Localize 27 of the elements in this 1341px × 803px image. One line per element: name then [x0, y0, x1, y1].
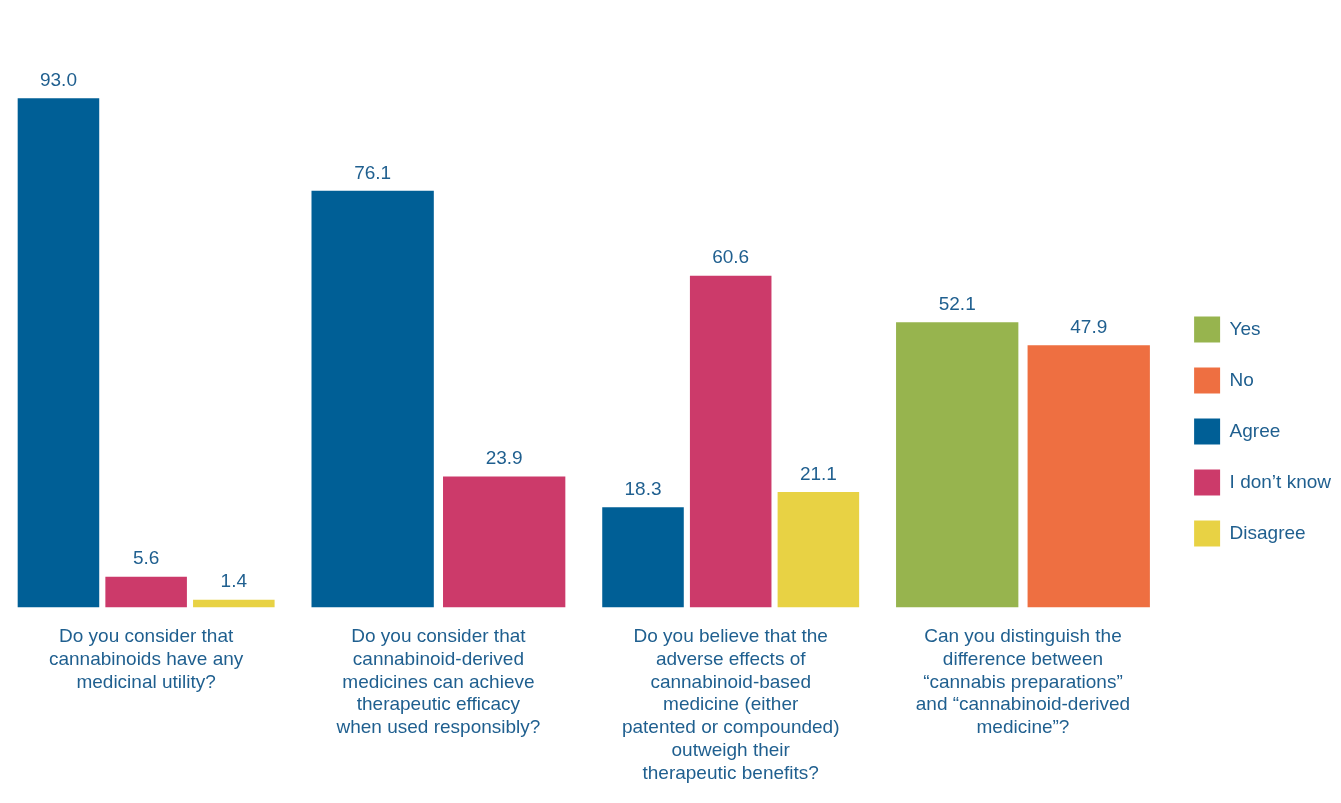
- x-tick-label: Do you consider that cannabinoids have any medicinal utility?: [48, 625, 244, 692]
- data-label: 18.3: [624, 477, 662, 499]
- data-label: 23.9: [485, 447, 523, 469]
- legend-label: Disagree: [1229, 521, 1306, 543]
- data-label: 1.4: [220, 570, 248, 592]
- bar: [689, 275, 772, 608]
- data-label: 47.9: [1070, 315, 1108, 337]
- data-label: 60.6: [712, 246, 750, 268]
- bar: [1027, 345, 1150, 608]
- x-tick-label: Can you distinguish the difference between “cannabis preparations” and “cannabinoid-derived medicine”?: [915, 625, 1131, 738]
- data-label: 5.6: [132, 547, 160, 569]
- data-label: 93.0: [39, 69, 77, 91]
- data-label: 76.1: [354, 161, 392, 183]
- bar: [896, 322, 1019, 608]
- bar: [602, 507, 684, 608]
- bar: [17, 98, 100, 608]
- legend-label: No: [1229, 368, 1254, 390]
- x-tick-label: Do you believe that the adverse effects of cannabinoid-based medicine (either patented or compounded) outweigh their therapeutic benefits?: [621, 625, 840, 783]
- legend-label: Yes: [1229, 317, 1261, 339]
- legend-label: Agree: [1229, 419, 1281, 441]
- bar: [193, 599, 275, 608]
- data-label: 52.1: [938, 292, 976, 314]
- data-label: 21.1: [799, 462, 837, 484]
- legend-label: I don’t know: [1229, 470, 1332, 492]
- bar: [105, 576, 187, 608]
- bar: [777, 491, 860, 608]
- x-tick-label: Do you consider that cannabinoid-derived medicines can achieve therapeutic efficacy when used responsibly?: [335, 625, 541, 738]
